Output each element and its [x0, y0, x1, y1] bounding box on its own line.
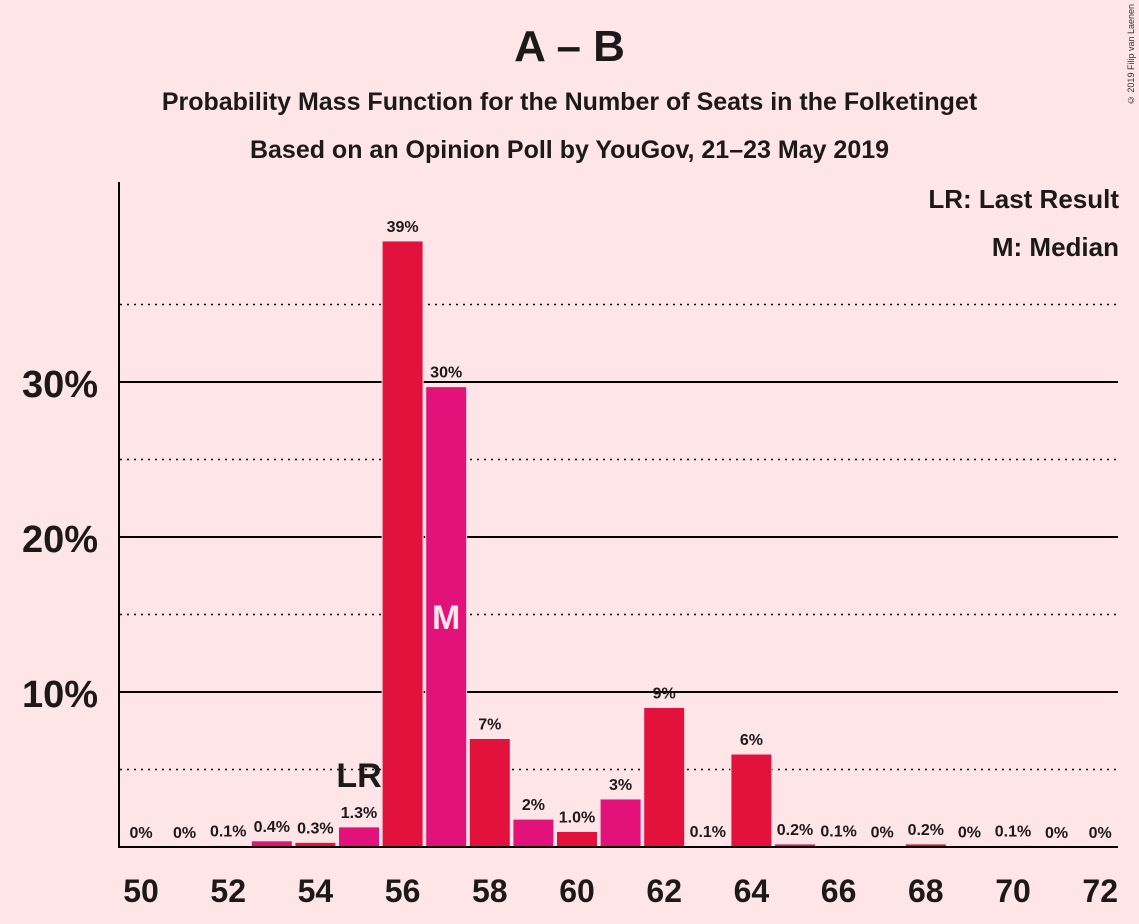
y-tick-label: 20% — [22, 519, 98, 561]
bar-seat-59 — [512, 818, 555, 848]
data-label: 0.2% — [908, 822, 944, 839]
data-label: 0.4% — [254, 819, 290, 836]
x-tick-label: 58 — [472, 873, 508, 909]
chart-subtitle-source: Based on an Opinion Poll by YouGov, 21–2… — [249, 136, 890, 164]
bar-seat-57 — [425, 386, 468, 848]
data-label: 0.1% — [210, 823, 246, 840]
bar-seat-61 — [599, 798, 642, 848]
data-label: 0.1% — [995, 823, 1031, 840]
x-tick-label: 50 — [123, 873, 159, 909]
last-result-marker: LR — [336, 757, 381, 795]
bar-seat-58 — [468, 738, 511, 848]
legend-last-result: LR: Last Result — [928, 184, 1119, 214]
data-label: 1.0% — [559, 810, 595, 827]
y-tick-label: 30% — [22, 364, 98, 406]
data-label: 0.1% — [820, 823, 856, 840]
data-label: 0% — [871, 825, 894, 842]
data-label: 0% — [1045, 825, 1068, 842]
data-label: 9% — [653, 686, 676, 703]
median-marker: M — [432, 599, 460, 637]
data-label: 3% — [609, 777, 632, 794]
bar-seat-64 — [730, 753, 773, 848]
data-label: 30% — [430, 365, 462, 382]
chart-title: A – B — [514, 22, 625, 71]
chart-subtitle: Probability Mass Function for the Number… — [161, 88, 978, 116]
x-tick-label: 52 — [210, 873, 246, 909]
data-label: 0.3% — [297, 820, 333, 837]
x-tick-label: 68 — [908, 873, 944, 909]
data-label: 0% — [958, 825, 981, 842]
data-label: 2% — [522, 797, 545, 814]
x-tick-label: 64 — [734, 873, 770, 909]
bar-seat-60 — [556, 831, 598, 848]
x-tick-label: 60 — [559, 873, 595, 909]
bar-seat-62 — [643, 707, 686, 848]
x-tick-label: 56 — [385, 873, 421, 909]
data-label: 1.3% — [341, 805, 377, 822]
y-tick-label: 10% — [22, 674, 98, 716]
bar-seat-55 — [338, 826, 380, 848]
data-label: 0.1% — [690, 824, 726, 841]
x-tick-label: 72 — [1082, 873, 1118, 909]
data-label: 7% — [478, 717, 501, 734]
legend-median: M: Median — [991, 232, 1119, 262]
bar-seat-56 — [381, 240, 424, 848]
x-tick-label: 62 — [646, 873, 682, 909]
data-label: 0.2% — [777, 822, 813, 839]
data-label: 0% — [173, 825, 196, 842]
x-tick-label: 70 — [995, 873, 1031, 909]
x-tick-label: 66 — [821, 873, 857, 909]
data-label: 6% — [740, 732, 763, 749]
data-label: 0% — [1089, 825, 1112, 842]
data-label: 39% — [387, 219, 419, 236]
data-label: 0% — [129, 825, 152, 842]
x-tick-label: 54 — [298, 873, 334, 909]
